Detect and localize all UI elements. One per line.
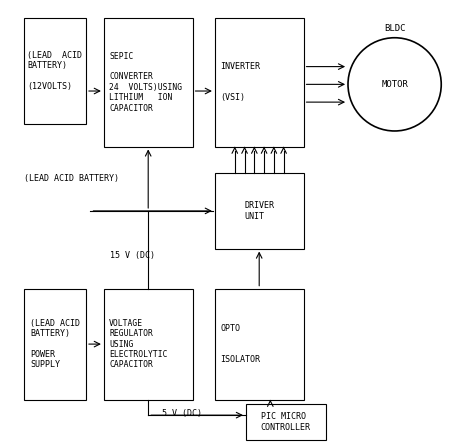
Text: INVERTER


(VSI): INVERTER (VSI) [220, 62, 260, 102]
Text: MOTOR: MOTOR [381, 80, 408, 89]
Text: (LEAD ACID
BATTERY)

POWER
SUPPLY: (LEAD ACID BATTERY) POWER SUPPLY [30, 319, 80, 369]
Text: DRIVER
UNIT: DRIVER UNIT [244, 201, 274, 221]
Text: (LEAD ACID BATTERY): (LEAD ACID BATTERY) [24, 174, 119, 183]
Bar [246, 404, 326, 440]
Text: (LEAD  ACID
BATTERY)

(12VOLTS): (LEAD ACID BATTERY) (12VOLTS) [27, 51, 82, 91]
Text: SEPIC

CONVERTER
24  VOLTS)USING
LITHIUM   ION
CAPACITOR: SEPIC CONVERTER 24 VOLTS)USING LITHIUM I… [109, 52, 182, 113]
Text: 15 V (DC): 15 V (DC) [110, 251, 155, 260]
Bar [24, 289, 86, 400]
Text: OPTO


ISOLATOR: OPTO ISOLATOR [220, 324, 260, 364]
Text: VOLTAGE
REGULATOR
USING
ELECTROLYTIC
CAPACITOR: VOLTAGE REGULATOR USING ELECTROLYTIC CAP… [109, 319, 168, 369]
Text: PIC MICRO
CONTROLLER: PIC MICRO CONTROLLER [261, 412, 311, 432]
Bar [104, 289, 192, 400]
Text: 5 V (DC): 5 V (DC) [162, 409, 201, 418]
Text: BLDC: BLDC [384, 24, 405, 33]
Circle shape [348, 38, 441, 131]
Bar [24, 18, 86, 124]
Bar [215, 18, 304, 147]
Bar [104, 18, 192, 147]
Bar [215, 289, 304, 400]
Bar [215, 173, 304, 249]
